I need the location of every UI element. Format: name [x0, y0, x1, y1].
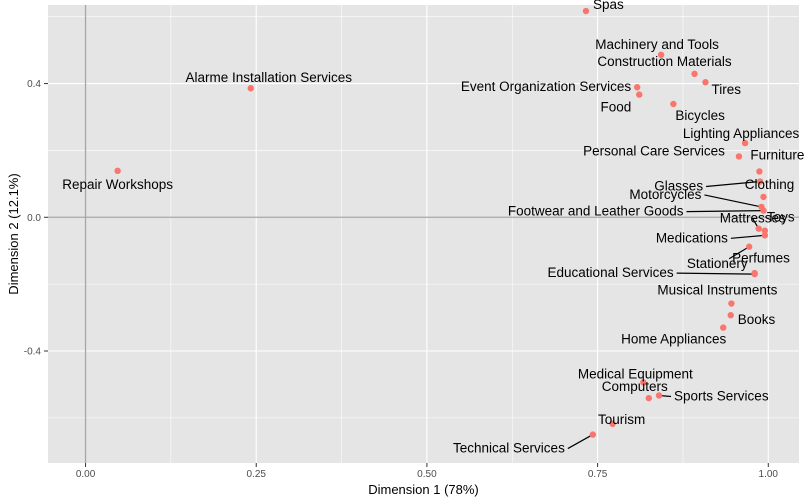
- point-spas: [582, 7, 590, 15]
- label-musical-instruments: Musical Instruments: [657, 283, 777, 298]
- reference-lines: [48, 5, 799, 463]
- point-toys: [761, 227, 769, 234]
- label-educational-services: Educational Services: [548, 265, 674, 280]
- point-musical-instruments: [728, 300, 735, 307]
- y-tick-label: -0.4: [24, 347, 42, 358]
- x-tick-label: 1.00: [759, 469, 779, 480]
- x-tick-label: 0.00: [76, 469, 96, 480]
- label-toys: Toys: [767, 210, 795, 225]
- x-tick-label: 0.75: [588, 469, 608, 480]
- point-glasses: [756, 178, 764, 185]
- label-personal-care-services: Personal Care Services: [583, 143, 725, 158]
- label-books: Books: [738, 312, 776, 327]
- point-clothing: [760, 193, 767, 201]
- point-furniture: [756, 168, 763, 175]
- label-mattresses: Mattresses: [720, 211, 786, 226]
- leader-line-perfumes: [728, 246, 750, 260]
- point-perfumes: [745, 243, 753, 250]
- label-event-organization-services: Event Organization Services: [461, 79, 632, 94]
- point-medications: [761, 232, 769, 239]
- point-home-appliances: [720, 324, 727, 331]
- x-tick-label: 0.25: [246, 469, 266, 480]
- label-motorcycles: Motorcycles: [629, 187, 701, 202]
- x-tick-label: 0.50: [417, 469, 437, 480]
- point-construction-materials: [691, 70, 698, 78]
- point-labels: Spas Machinery and Tools Construction Mate…: [62, 0, 804, 456]
- point-tourism: [609, 420, 616, 428]
- point-alarme-installation-services: [247, 85, 254, 92]
- x-axis-title: Dimension 1 (78%): [368, 482, 479, 497]
- point-technical-services: [589, 431, 597, 438]
- label-footwear-and-leather-goods: Footwear and Leather Goods: [508, 204, 684, 219]
- point-bicycles: [670, 100, 677, 108]
- point-lighting-appliances: [741, 139, 749, 147]
- point-footwear-and-leather-goods: [760, 207, 767, 214]
- label-machinery-and-tools: Machinery and Tools: [595, 37, 719, 52]
- axis-ticks: 0.00 0.25 0.50 0.75 1.00 -0.4 0.0 0.4: [24, 79, 779, 480]
- leader-line-motorcycles: [704, 194, 762, 208]
- label-glasses: Glasses: [654, 179, 703, 194]
- label-repair-workshops: Repair Workshops: [62, 177, 173, 192]
- label-tires: Tires: [711, 82, 741, 97]
- label-alarme-installation-services: Alarme Installation Services: [185, 70, 352, 85]
- label-bicycles: Bicycles: [675, 108, 725, 123]
- leader-line-educational-services: [676, 272, 755, 275]
- y-tick-label: 0.0: [27, 213, 41, 224]
- label-tourism: Tourism: [598, 412, 645, 427]
- label-stationery: Stationery: [687, 256, 748, 271]
- point-mattresses: [755, 225, 762, 232]
- leader-line-technical-services: [567, 434, 594, 450]
- label-food: Food: [600, 100, 631, 115]
- label-spas: Spas: [593, 0, 624, 12]
- y-tick-label: 0.4: [27, 79, 41, 90]
- leader-line-glasses: [706, 180, 761, 188]
- label-home-appliances: Home Appliances: [621, 332, 726, 347]
- point-repair-workshops: [114, 167, 121, 175]
- point-event-organization-services: [633, 84, 641, 91]
- point-food: [636, 91, 643, 98]
- label-furniture: Furniture: [750, 147, 804, 162]
- point-computers: [645, 394, 652, 402]
- label-medical-equipment: Medical Equipment: [578, 366, 693, 381]
- plot-panel: [48, 5, 799, 463]
- point-personal-care-services: [735, 153, 743, 160]
- leader-line-medications: [730, 234, 765, 239]
- leader-line-footwear-and-leather-goods: [686, 209, 764, 213]
- point-books: [727, 312, 734, 319]
- y-axis-title: Dimension 2 (12.1%): [6, 173, 21, 294]
- label-technical-services: Technical Services: [453, 441, 565, 456]
- data-points: [114, 7, 769, 438]
- point-machinery-and-tools: [657, 51, 665, 59]
- label-clothing: Clothing: [745, 177, 795, 192]
- point-educational-services: [751, 270, 758, 278]
- label-lighting-appliances: Lighting Appliances: [683, 126, 800, 141]
- point-tires: [702, 79, 709, 86]
- point-medical-equipment: [640, 379, 647, 386]
- label-medications: Medications: [656, 230, 728, 245]
- point-sports-services: [655, 392, 663, 399]
- label-computers: Computers: [602, 379, 668, 394]
- label-construction-materials: Construction Materials: [597, 54, 732, 69]
- label-sports-services: Sports Services: [674, 388, 769, 403]
- label-perfumes: Perfumes: [732, 251, 790, 266]
